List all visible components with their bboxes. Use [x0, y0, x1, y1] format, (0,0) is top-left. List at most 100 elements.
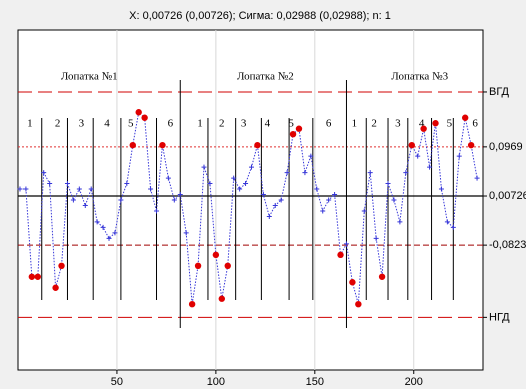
data-point — [260, 192, 266, 198]
segment-label: 5 — [447, 118, 453, 130]
outlier-point — [420, 125, 427, 132]
data-point — [70, 197, 76, 203]
data-point — [391, 197, 397, 203]
data-point — [314, 186, 320, 192]
data-point — [474, 175, 480, 181]
data-point — [361, 208, 367, 214]
data-point — [450, 224, 456, 230]
chart-title: X: 0,00726 (0,00726); Сигма: 0,02988 (0,… — [129, 10, 391, 22]
outlier-point — [28, 273, 36, 280]
data-point — [438, 186, 444, 192]
segment-label: 4 — [104, 118, 110, 130]
data-point — [456, 153, 462, 159]
data-point — [17, 186, 23, 192]
data-point — [385, 181, 391, 187]
data-point — [308, 153, 314, 159]
segment-label: 3 — [241, 118, 247, 130]
series-line — [19, 111, 478, 305]
data-point — [284, 170, 290, 176]
y-tick-label: 0,0969 — [489, 141, 523, 153]
segment-label: 2 — [371, 118, 377, 130]
segment-label: 3 — [79, 118, 85, 130]
segment-label: 1 — [197, 118, 203, 130]
outlier-point — [432, 120, 439, 127]
outlier-point — [289, 130, 297, 138]
outlier-point — [188, 300, 196, 308]
outlier-point — [461, 114, 469, 121]
outlier-point — [194, 262, 202, 270]
data-point — [47, 181, 53, 187]
outlier-point — [467, 141, 475, 149]
data-point — [106, 235, 112, 241]
outlier-point — [52, 284, 59, 291]
data-point — [343, 241, 349, 247]
data-point — [207, 181, 213, 187]
data-point — [373, 235, 379, 241]
data-point — [124, 181, 130, 187]
outlier-point — [141, 114, 148, 121]
data-point — [154, 208, 160, 214]
data-point — [248, 164, 254, 170]
outlier-point — [58, 262, 65, 270]
data-point — [171, 197, 177, 203]
outlier-point — [295, 125, 303, 132]
data-point — [41, 170, 47, 176]
y-tick-label: 0,00726 — [489, 190, 526, 202]
segment-label: 4 — [419, 118, 425, 130]
x-tick-label: 200 — [405, 376, 423, 388]
data-point — [326, 197, 332, 203]
outlier-point — [159, 141, 166, 149]
data-point — [272, 202, 278, 208]
segment-label: 3 — [395, 118, 401, 130]
segment-label: 2 — [219, 118, 225, 130]
data-point — [118, 197, 124, 203]
outlier-point — [218, 295, 226, 302]
outlier-point — [254, 141, 261, 149]
outlier-point — [224, 262, 231, 270]
segment-label: 5 — [128, 118, 134, 130]
segment-label: 4 — [265, 118, 271, 130]
outlier-point — [408, 141, 415, 149]
outlier-point — [337, 251, 344, 259]
outlier-point — [355, 300, 362, 308]
data-point — [94, 219, 100, 225]
data-point — [367, 170, 373, 176]
blade-label: Лопатка №2 — [237, 71, 294, 83]
blade-label: Лопатка №3 — [391, 71, 448, 83]
outlier-point — [34, 273, 41, 280]
outlier-point — [212, 251, 220, 259]
data-point — [183, 230, 189, 236]
data-point — [165, 175, 171, 181]
x-tick-label: 150 — [306, 376, 324, 388]
y-tick-label: НГД — [489, 311, 510, 323]
data-point — [88, 186, 94, 192]
data-point — [148, 186, 154, 192]
outlier-point — [135, 109, 142, 116]
outlier-point — [129, 141, 136, 149]
data-point — [177, 192, 183, 198]
data-point — [82, 202, 88, 208]
data-point — [76, 186, 82, 192]
data-point — [427, 164, 433, 170]
blade-label: Лопатка №1 — [61, 71, 118, 83]
y-tick-label: ВГД — [489, 86, 510, 98]
x-tick-label: 100 — [207, 376, 225, 388]
segment-label: 2 — [55, 118, 61, 130]
plot-area — [17, 29, 484, 371]
y-tick-label: -0,0823 — [489, 239, 526, 251]
segment-label: 6 — [472, 118, 478, 130]
data-point — [112, 230, 118, 236]
data-point — [320, 208, 326, 214]
segment-label: 1 — [352, 118, 358, 130]
data-point — [231, 175, 237, 181]
data-point — [243, 181, 249, 187]
data-point — [100, 224, 106, 230]
segment-label: 6 — [326, 118, 332, 130]
data-point — [397, 219, 403, 225]
data-point — [415, 153, 421, 159]
data-point — [302, 170, 308, 176]
segment-label: 6 — [168, 118, 174, 130]
segment-label: 1 — [27, 118, 33, 130]
outlier-point — [378, 273, 386, 280]
